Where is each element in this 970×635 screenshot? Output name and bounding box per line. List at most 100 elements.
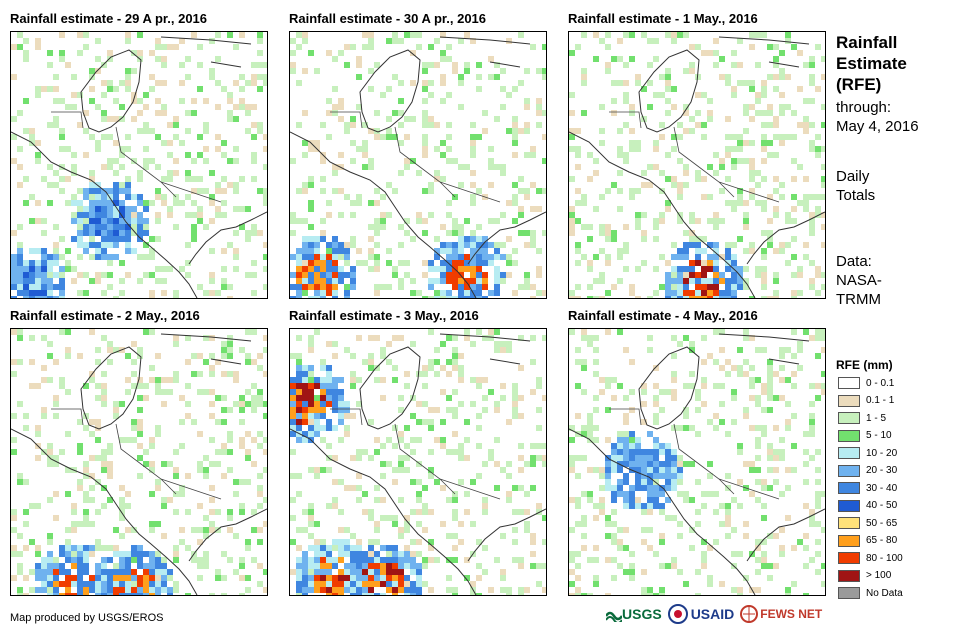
rainfall-cell <box>65 431 71 437</box>
rainfall-cell <box>803 206 809 212</box>
rainfall-cell <box>173 335 179 341</box>
rainfall-cell <box>779 449 785 455</box>
rainfall-cell <box>743 248 749 254</box>
rainfall-cell <box>641 473 647 479</box>
rainfall-cell <box>101 587 107 593</box>
rainfall-cell <box>494 407 500 413</box>
rainfall-cell <box>587 593 593 595</box>
rainfall-cell <box>137 581 143 587</box>
rainfall-cell <box>167 176 173 182</box>
rainfall-cell <box>191 188 197 194</box>
rainfall-cell <box>380 194 386 200</box>
rainfall-cell <box>209 509 215 515</box>
rainfall-cell <box>197 371 203 377</box>
rainfall-cell <box>536 104 542 110</box>
rainfall-cell <box>263 242 267 248</box>
rainfall-cell <box>221 371 227 377</box>
rainfall-cell <box>731 242 737 248</box>
rainfall-cell <box>749 377 755 383</box>
rainfall-cell <box>464 335 470 341</box>
rainfall-cell <box>731 200 737 206</box>
rainfall-cell <box>302 593 308 595</box>
rainfall-cell <box>29 569 35 575</box>
rainfall-cell <box>95 437 101 443</box>
rainfall-cell <box>737 284 743 290</box>
rainfall-cell <box>665 32 671 38</box>
rainfall-cell <box>47 341 53 347</box>
rainfall-cell <box>482 236 488 242</box>
rainfall-cell <box>713 62 719 68</box>
rainfall-cell <box>785 467 791 473</box>
rainfall-cell <box>404 134 410 140</box>
rainfall-cell <box>95 146 101 152</box>
rainfall-cell <box>671 353 677 359</box>
rainfall-cell <box>536 563 542 569</box>
rainfall-cell <box>233 104 239 110</box>
rainfall-cell <box>374 377 380 383</box>
rainfall-cell <box>803 200 809 206</box>
rainfall-cell <box>791 329 797 335</box>
rainfall-cell <box>494 284 500 290</box>
legend-item: > 100 <box>838 569 891 582</box>
rainfall-cell <box>743 80 749 86</box>
rainfall-cell <box>575 128 581 134</box>
rainfall-cell <box>428 329 434 335</box>
rainfall-cell <box>263 254 267 260</box>
rainfall-cell <box>257 581 263 587</box>
rainfall-cell <box>512 413 518 419</box>
rainfall-map-3 <box>568 31 826 299</box>
rainfall-cell <box>308 383 314 389</box>
rainfall-cell <box>83 593 89 595</box>
rainfall-cell <box>635 503 641 509</box>
rainfall-cell <box>137 224 143 230</box>
rainfall-cell <box>791 254 797 260</box>
rainfall-cell <box>530 242 536 248</box>
rainfall-cell <box>17 551 23 557</box>
rainfall-cell <box>227 242 233 248</box>
rainfall-cell <box>422 230 428 236</box>
rainfall-cell <box>470 278 476 284</box>
rainfall-cell <box>464 419 470 425</box>
rainfall-cell <box>422 260 428 266</box>
rainfall-cell <box>191 200 197 206</box>
rainfall-cell <box>290 539 296 545</box>
rainfall-cell <box>422 140 428 146</box>
rainfall-cell <box>542 443 546 449</box>
rainfall-cell <box>821 581 825 587</box>
rainfall-cell <box>221 266 227 272</box>
rainfall-cell <box>59 272 65 278</box>
rainfall-cell <box>416 212 422 218</box>
rainfall-cell <box>71 278 77 284</box>
rainfall-cell <box>296 122 302 128</box>
rainfall-cell <box>536 503 542 509</box>
rainfall-cell <box>296 371 302 377</box>
rainfall-cell <box>119 146 125 152</box>
rainfall-cell <box>617 437 623 443</box>
rainfall-cell <box>245 401 251 407</box>
rainfall-cell <box>605 593 611 595</box>
rainfall-cell <box>197 461 203 467</box>
rainfall-cell <box>629 407 635 413</box>
rainfall-cell <box>233 254 239 260</box>
rainfall-cell <box>245 230 251 236</box>
rainfall-cell <box>731 419 737 425</box>
rainfall-cell <box>143 206 149 212</box>
rainfall-cell <box>593 503 599 509</box>
rainfall-cell <box>125 182 131 188</box>
rainfall-cell <box>197 503 203 509</box>
rainfall-cell <box>416 401 422 407</box>
rainfall-cell <box>494 164 500 170</box>
rainfall-cell <box>350 284 356 290</box>
rainfall-cell <box>362 122 368 128</box>
rainfall-cell <box>215 419 221 425</box>
rainfall-cell <box>77 188 83 194</box>
rainfall-cell <box>482 128 488 134</box>
rainfall-cell <box>107 581 113 587</box>
rainfall-cell <box>779 545 785 551</box>
rainfall-cell <box>392 569 398 575</box>
rainfall-cell <box>290 353 296 359</box>
rainfall-cell <box>653 266 659 272</box>
totals-line-2: Totals <box>836 187 876 204</box>
rainfall-cell <box>296 569 302 575</box>
rainfall-cell <box>488 389 494 395</box>
